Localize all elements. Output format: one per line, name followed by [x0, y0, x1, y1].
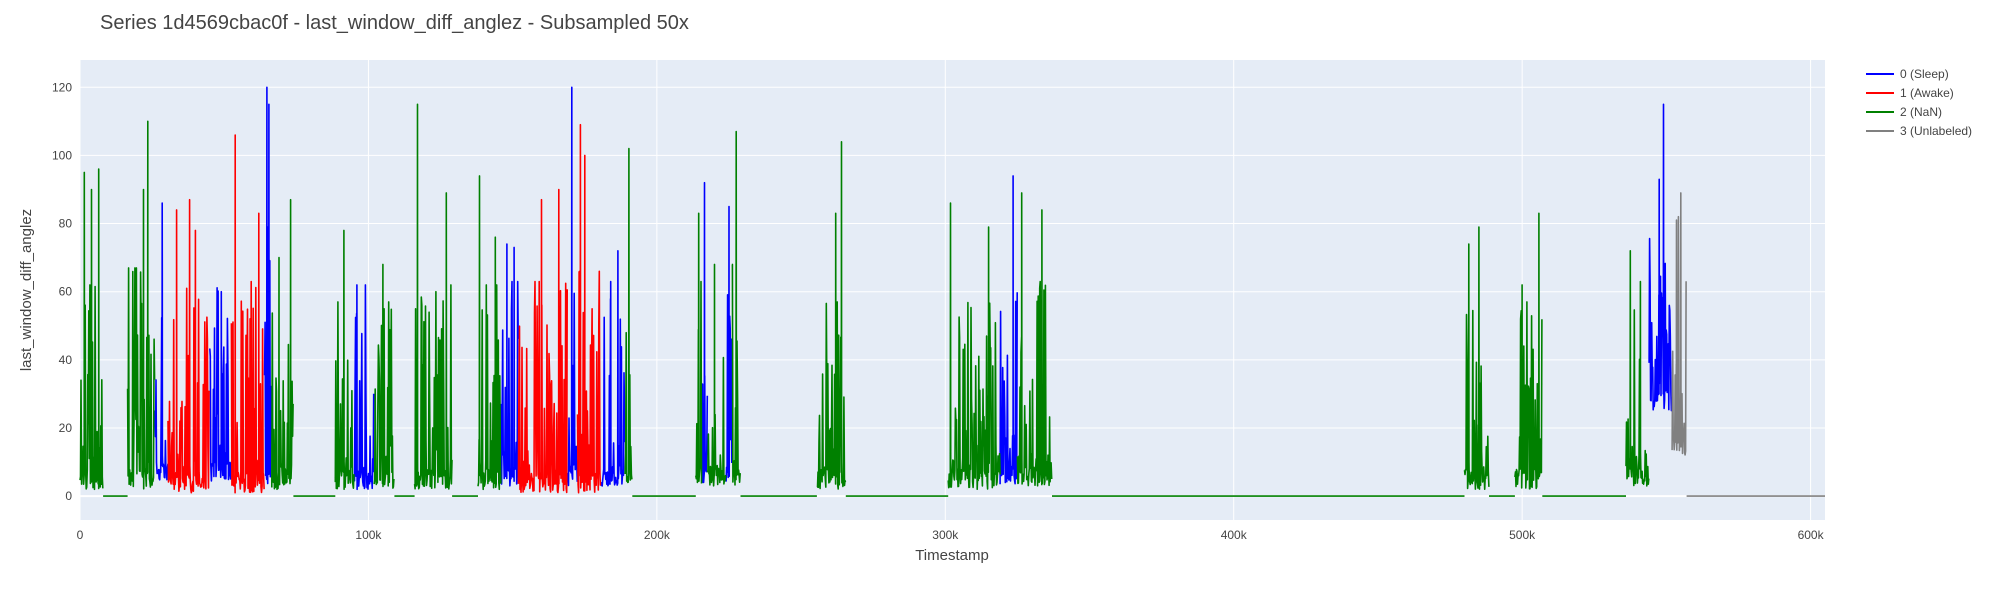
series-line-segment — [700, 181, 709, 484]
legend[interactable]: 0 (Sleep) 1 (Awake) 2 (NaN) 3 (Unlabeled) — [1866, 67, 1972, 138]
series-line-segment — [230, 134, 265, 494]
series-line-segment — [373, 263, 395, 489]
series-line-segment — [816, 141, 847, 490]
series-line-segment — [624, 147, 633, 484]
legend-label: 2 (NaN) — [1900, 105, 1942, 119]
series-2 — [79, 103, 1650, 497]
series-line-segment — [695, 212, 703, 484]
y-tick-label: 60 — [59, 285, 73, 299]
series-line-segment — [1625, 250, 1650, 487]
x-tick-label: 200k — [644, 528, 671, 542]
legend-label: 0 (Sleep) — [1900, 67, 1949, 81]
series-line-segment — [477, 175, 502, 491]
y-tick-label: 20 — [59, 421, 73, 435]
y-tick-label: 40 — [59, 353, 73, 367]
series-3 — [1671, 192, 1825, 497]
series-line-segment — [599, 250, 626, 487]
x-axis-label: Timestamp — [915, 547, 989, 564]
y-axis-label: last_window_diff_anglez — [18, 209, 35, 371]
series-line-segment — [353, 284, 375, 491]
series-line-segment — [413, 103, 453, 490]
series-line-segment — [725, 205, 733, 482]
series-line-segment — [271, 198, 294, 491]
x-tick-label: 300k — [932, 528, 959, 542]
series-line-segment — [566, 86, 579, 487]
grid-lines — [79, 60, 1825, 520]
series-line-segment — [334, 229, 355, 490]
series-line-segment — [154, 202, 169, 481]
x-tick-label: 0 — [77, 528, 84, 542]
legend-item-2[interactable]: 2 (NaN) — [1866, 105, 1942, 119]
series-line-segment — [209, 287, 232, 482]
series-line-segment — [79, 168, 104, 491]
legend-item-1[interactable]: 1 (Awake) — [1866, 86, 1954, 100]
x-tick-label: 600k — [1798, 528, 1825, 542]
series-line-segment — [517, 188, 568, 494]
legend-label: 1 (Awake) — [1900, 86, 1954, 100]
series-line-segment — [126, 120, 156, 490]
chart-title: Series 1d4569cbac0f - last_window_diff_a… — [100, 12, 689, 34]
x-tick-label: 500k — [1509, 528, 1536, 542]
series-line-segment — [731, 130, 741, 486]
series-1 — [167, 123, 602, 494]
x-tick-label: 100k — [355, 528, 382, 542]
series-line-segment — [1514, 212, 1543, 490]
series-line-segment — [1016, 192, 1053, 487]
series-line-segment — [576, 123, 602, 494]
series-line-segment — [706, 263, 727, 487]
series-line-segment — [1463, 226, 1490, 490]
y-tick-label: 100 — [52, 148, 72, 162]
x-tick-label: 400k — [1221, 528, 1248, 542]
series-line-segment — [999, 175, 1018, 485]
y-tick-label: 120 — [52, 80, 72, 94]
series-line-segment — [947, 202, 1001, 490]
y-tick-label: 0 — [65, 489, 72, 503]
legend-label: 3 (Unlabeled) — [1900, 124, 1972, 138]
series-line-segment — [167, 198, 211, 494]
series-line-segment — [1648, 103, 1673, 412]
series-line-segment — [263, 86, 273, 485]
legend-item-3[interactable]: 3 (Unlabeled) — [1866, 124, 1972, 138]
y-tick-label: 80 — [59, 217, 73, 231]
series-line-segment — [1671, 192, 1687, 456]
tick-labels: 0 20 40 60 80 100 120 0 100k 200k 300k 400k 500k 600k — [52, 80, 1825, 542]
series-line-segment — [500, 243, 519, 487]
legend-item-0[interactable]: 0 (Sleep) — [1866, 67, 1949, 81]
series-layer — [79, 86, 1825, 497]
series-0 — [154, 86, 1673, 491]
